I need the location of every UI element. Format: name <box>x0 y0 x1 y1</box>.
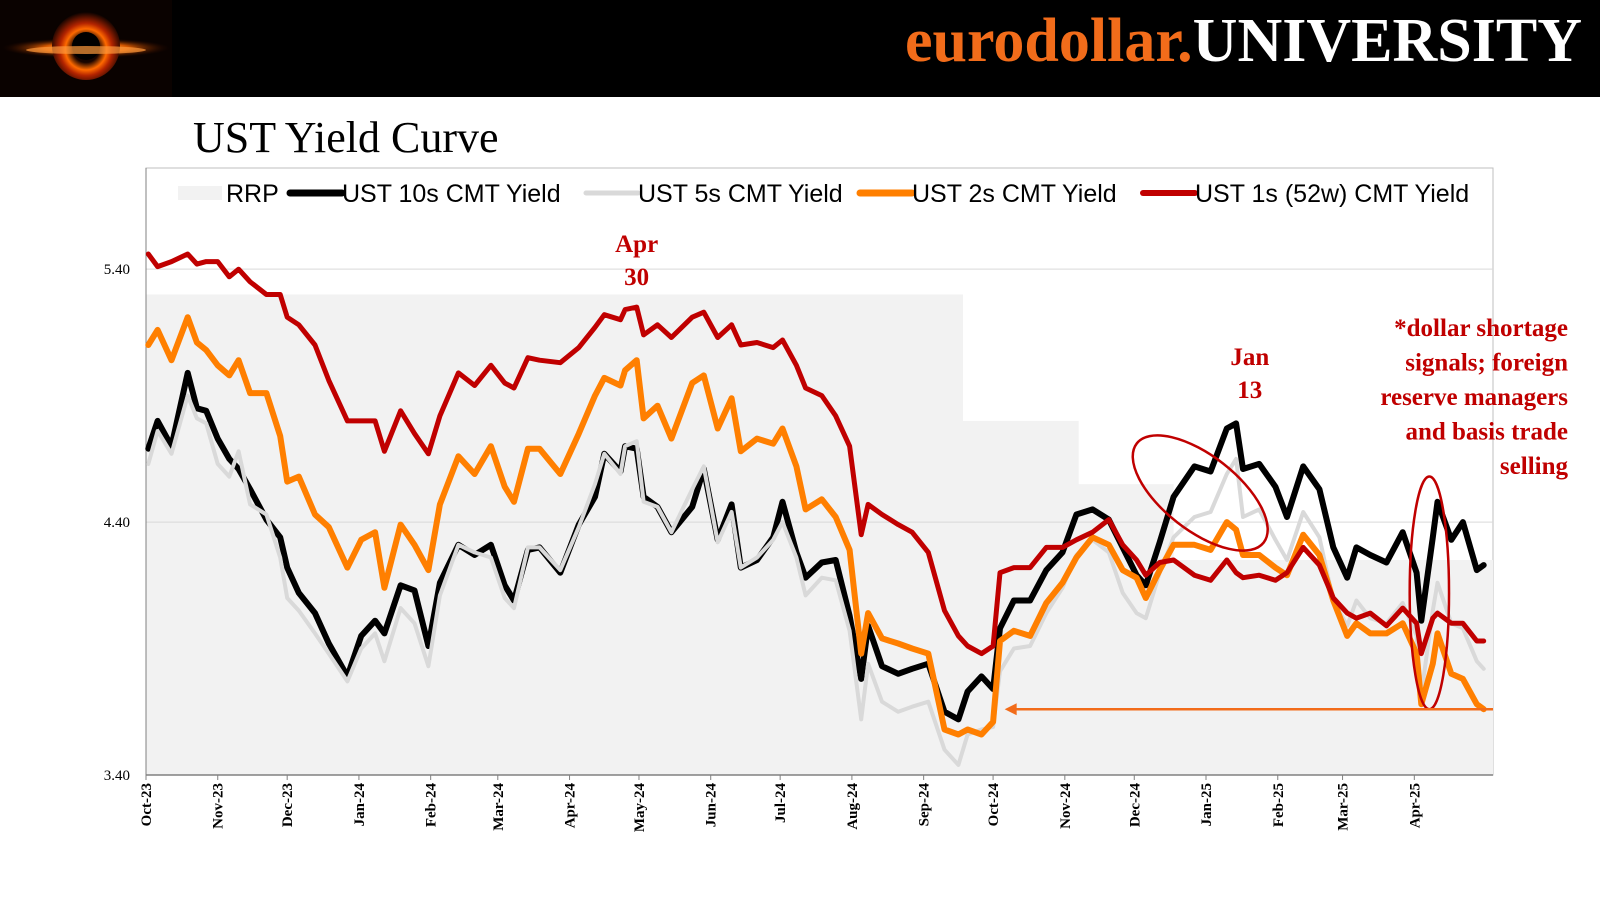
logo-graphic <box>2 12 170 80</box>
x-tick-label: Mar-25 <box>1336 783 1352 831</box>
x-tick-label: Oct-24 <box>986 783 1002 827</box>
x-tick-label: Feb-25 <box>1271 783 1287 827</box>
rrp-area <box>146 294 1493 775</box>
annotation-shortage-line: reserve managers <box>1380 384 1568 411</box>
x-tick-label: Apr-24 <box>563 783 579 829</box>
slide-title: UST Yield Curve <box>193 113 499 162</box>
brand-university: UNIVERSITY <box>1192 7 1582 75</box>
legend-label: RRP <box>226 180 279 208</box>
x-tick-label: Aug-24 <box>845 783 861 830</box>
jan-oval <box>1131 434 1269 552</box>
legend-label: UST 5s CMT Yield <box>638 180 843 208</box>
x-tick-label: Jan-25 <box>1199 783 1215 826</box>
legend-label: UST 1s (52w) CMT Yield <box>1195 180 1469 208</box>
annotation-apr30: 30 <box>624 264 649 291</box>
x-tick-label: Dec-24 <box>1127 783 1143 828</box>
x-tick-label: May-24 <box>632 783 648 833</box>
legend-label: UST 10s CMT Yield <box>342 180 561 208</box>
x-tick-label: Apr-25 <box>1407 783 1423 828</box>
series-line <box>145 251 1487 657</box>
series-line <box>146 393 1486 767</box>
y-tick-label: 5.40 <box>104 262 130 278</box>
x-tick-label: Dec-23 <box>280 783 296 827</box>
series-line <box>145 369 1487 723</box>
annotation-shortage-line: and basis trade <box>1405 419 1568 446</box>
x-tick-label: Mar-24 <box>491 783 507 831</box>
annotation-apr30: Apr <box>615 231 658 258</box>
x-tick-label: Sep-24 <box>917 783 933 827</box>
annotation-shortage-line: *dollar shortage <box>1394 315 1568 342</box>
header-bar: eurodollar.UNIVERSITY <box>0 0 1600 97</box>
annotation-shortage-line: selling <box>1500 453 1569 480</box>
x-tick-label: Nov-23 <box>211 783 227 829</box>
y-tick-label: 3.40 <box>104 768 130 784</box>
x-tick-label: Oct-23 <box>139 783 155 826</box>
brand-wordmark: eurodollar.UNIVERSITY <box>905 6 1582 77</box>
brand-eurodollar: eurodollar. <box>905 7 1193 75</box>
legend-swatch <box>178 186 222 200</box>
annotation-shortage-line: signals; foreign <box>1405 350 1568 377</box>
y-tick-label: 4.40 <box>104 515 130 531</box>
x-tick-label: Jan-24 <box>352 783 368 827</box>
x-tick-label: Feb-24 <box>424 783 440 828</box>
annotation-jan13: Jan <box>1230 344 1269 371</box>
annotation-jan13: 13 <box>1237 377 1262 404</box>
logo-black-hole <box>0 0 172 97</box>
x-tick-label: Nov-24 <box>1058 783 1074 829</box>
x-tick-label: Jun-24 <box>704 783 720 828</box>
legend-label: UST 2s CMT Yield <box>912 180 1117 208</box>
series-line <box>145 314 1487 738</box>
x-tick-label: Jul-24 <box>773 783 789 824</box>
arrow-head <box>1004 703 1017 716</box>
